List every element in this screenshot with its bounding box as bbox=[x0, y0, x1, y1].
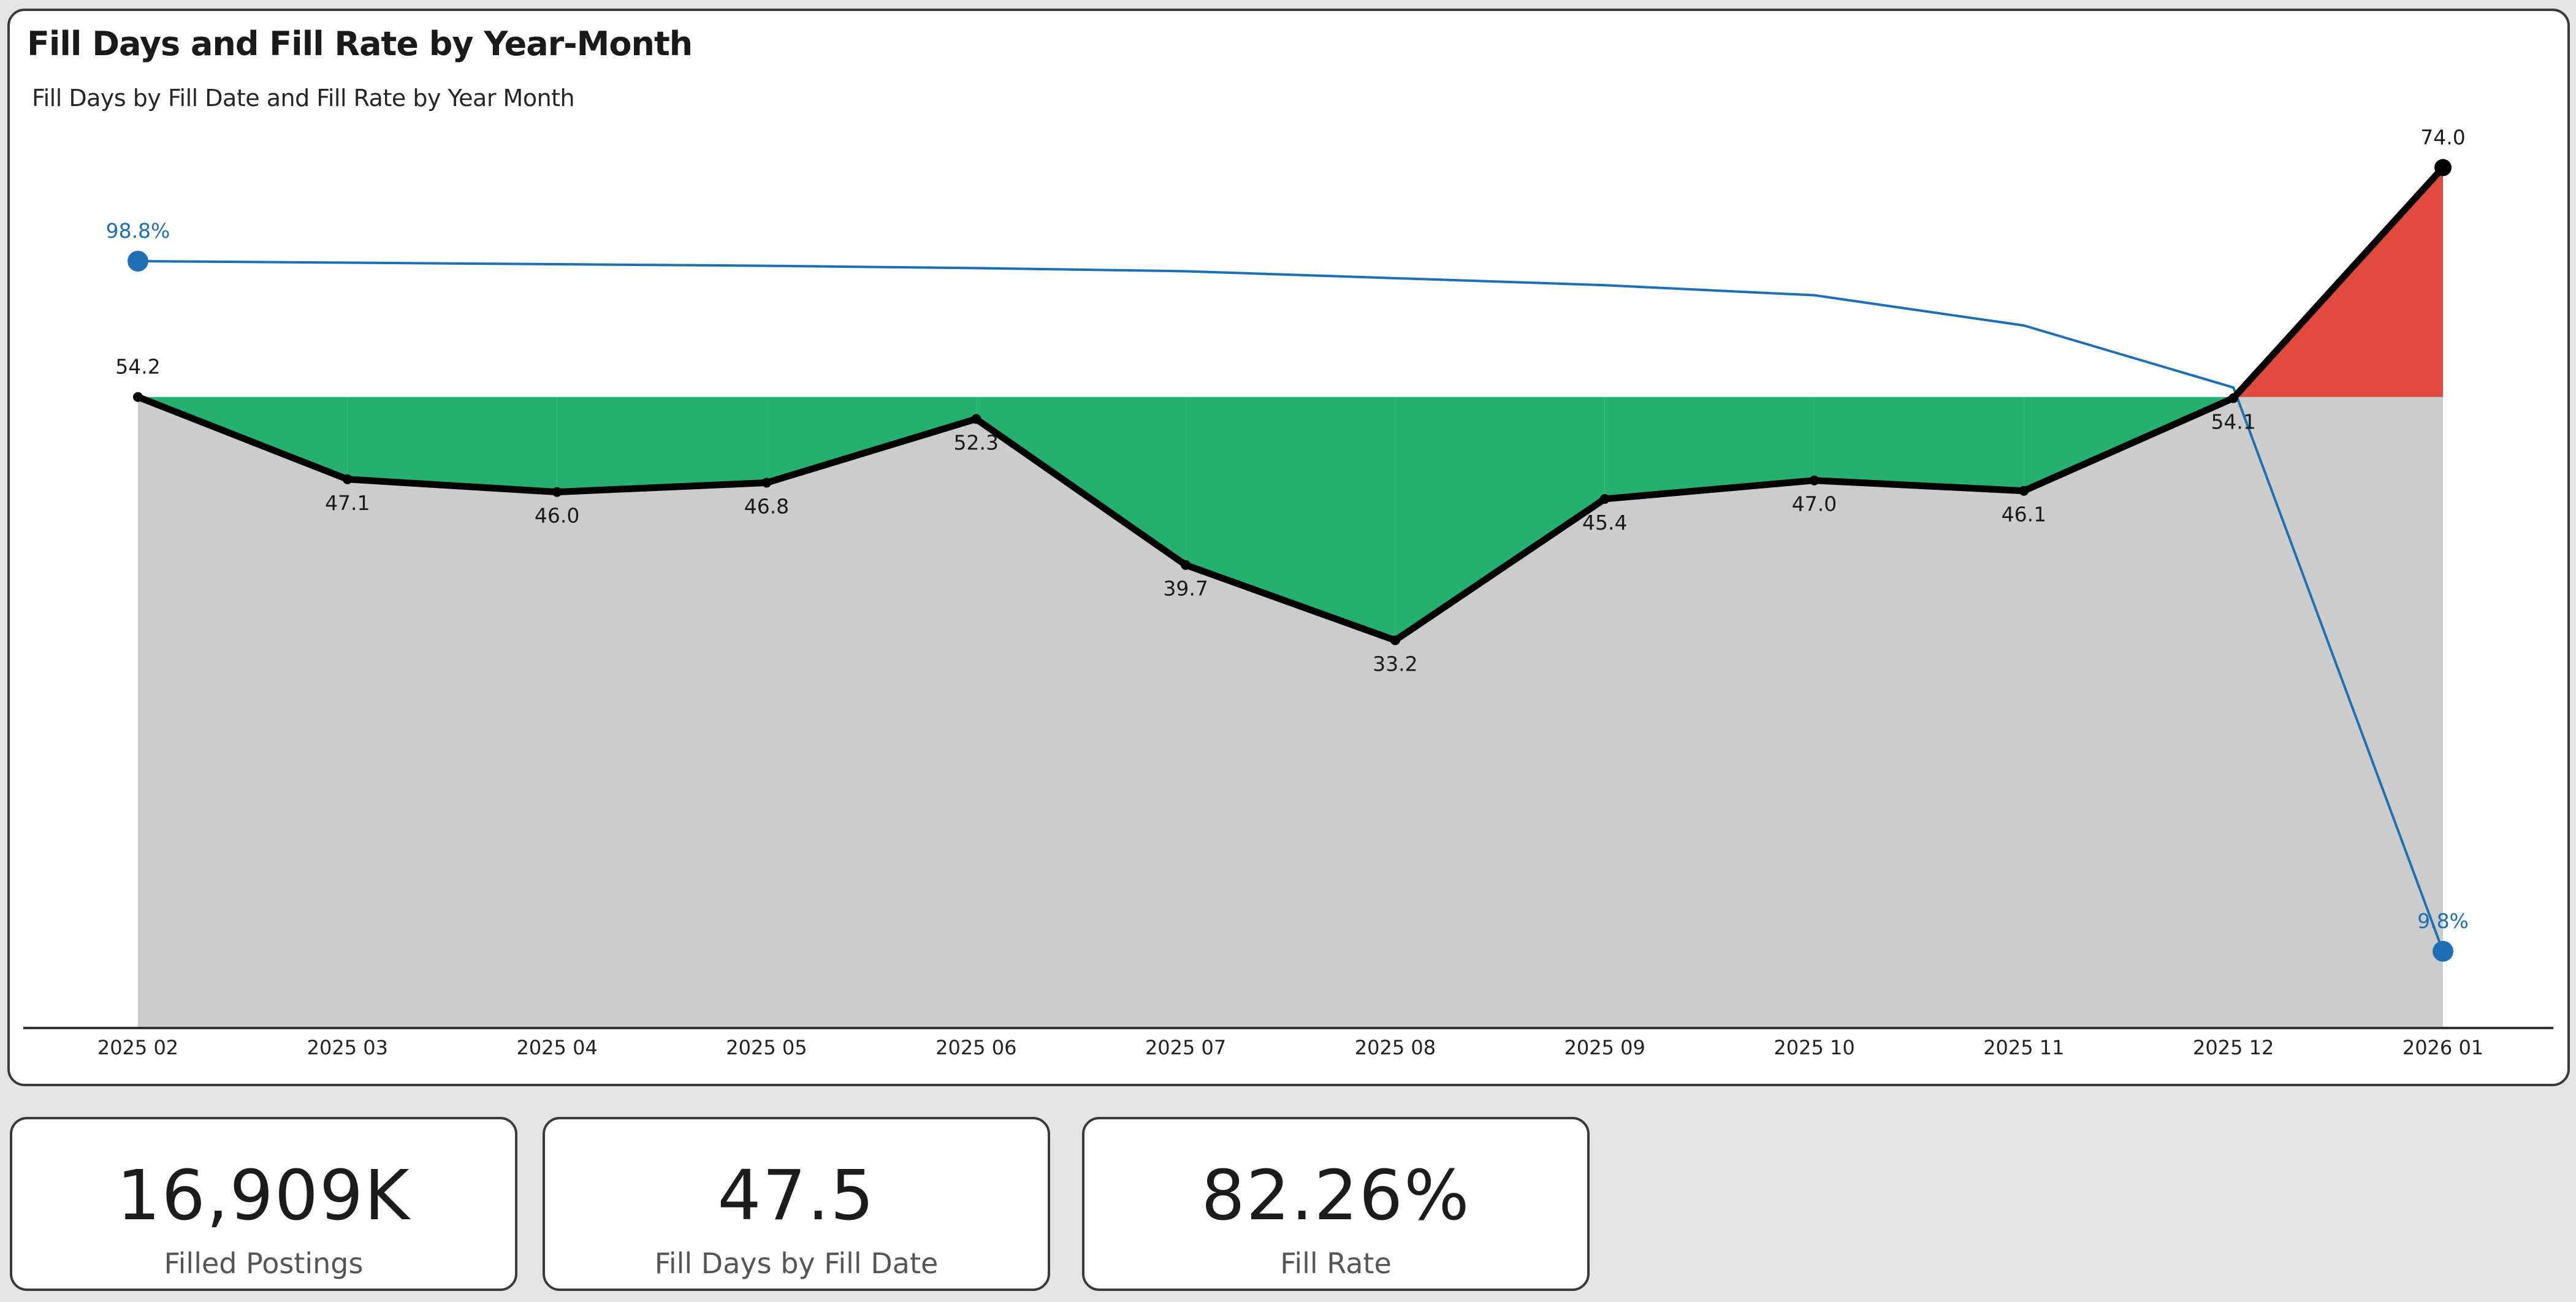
fill-days-label: 46.0 bbox=[535, 504, 579, 528]
chart-title: Fill Days and Fill Rate by Year-Month bbox=[27, 25, 693, 63]
fill-days-label: 46.1 bbox=[2002, 503, 2046, 527]
below-reference-area bbox=[1604, 397, 1815, 499]
fill-days-label: 52.3 bbox=[954, 431, 999, 455]
fill-days-marker bbox=[1809, 475, 1820, 485]
kpi-label: Filled Postings bbox=[164, 1247, 364, 1280]
fill-rate-start-marker bbox=[128, 251, 148, 272]
fill-days-line bbox=[136, 165, 2446, 644]
fill-rate-label: 9.8% bbox=[2417, 909, 2469, 933]
fill-days-label: 33.2 bbox=[1373, 652, 1417, 676]
x-axis-tick-label: 2025 11 bbox=[1983, 1036, 2064, 1059]
fill-days-marker bbox=[1599, 493, 1610, 504]
fill-days-fill-rate-chart: 2025 02 2025 03 2025 04 2025 05 2025 06 2025 … bbox=[23, 125, 2553, 1059]
line-layer bbox=[128, 159, 2453, 962]
x-axis-tick-label: 2025 07 bbox=[1145, 1036, 1226, 1059]
kpi-card-fill-rate[interactable]: 82.26% Fill Rate bbox=[1082, 1117, 1590, 1291]
below-reference-area bbox=[557, 397, 767, 492]
fill-days-marker bbox=[971, 414, 981, 424]
below-reference-area bbox=[1395, 397, 1605, 641]
x-axis-tick-label: 2025 03 bbox=[307, 1036, 388, 1059]
fill-days-label: 47.1 bbox=[325, 491, 370, 515]
fill-days-marker bbox=[761, 478, 772, 488]
fill-days-marker bbox=[2228, 393, 2239, 403]
fill-days-marker bbox=[342, 474, 352, 484]
below-reference-area bbox=[1814, 397, 2024, 491]
x-axis-tick-label: 2025 05 bbox=[726, 1036, 807, 1059]
kpi-value: 82.26% bbox=[1201, 1156, 1471, 1236]
fill-days-label: 54.1 bbox=[2211, 410, 2255, 434]
fill-days-label: 74.0 bbox=[2420, 125, 2465, 149]
area-layer bbox=[138, 167, 2443, 1028]
fill-rate-label: 98.8% bbox=[106, 219, 170, 243]
fill-days-area bbox=[138, 167, 2443, 1028]
fill-days-marker bbox=[2019, 485, 2029, 496]
fill-days-label: 47.0 bbox=[1792, 492, 1837, 516]
below-reference-area bbox=[1186, 397, 1395, 641]
fill-days-marker bbox=[2434, 159, 2452, 177]
x-axis-tick-label: 2025 12 bbox=[2193, 1036, 2274, 1059]
fill-rate-line bbox=[137, 260, 2444, 952]
fill-days-marker bbox=[1181, 560, 1191, 570]
fill-rate-end-marker bbox=[2433, 940, 2453, 962]
below-reference-area bbox=[766, 397, 977, 483]
kpi-value: 47.5 bbox=[717, 1156, 875, 1236]
kpi-value: 16,909K bbox=[116, 1156, 411, 1236]
fill-days-label: 45.4 bbox=[1582, 511, 1627, 535]
data-labels: 54.2 47.1 46.0 46.8 52.3 39.7 33.2 45.4 47.0 46.1… bbox=[106, 125, 2469, 932]
x-axis-tick-label: 2025 08 bbox=[1355, 1036, 1436, 1059]
kpi-card-filled-postings[interactable]: 16,909K Filled Postings bbox=[10, 1117, 517, 1291]
fill-days-marker bbox=[552, 487, 562, 497]
fill-days-label: 54.2 bbox=[115, 355, 160, 379]
fill-days-label: 39.7 bbox=[1163, 577, 1208, 601]
fill-days-marker bbox=[1390, 635, 1400, 645]
x-axis-tick-label: 2025 02 bbox=[97, 1036, 178, 1059]
x-axis-tick-label: 2026 01 bbox=[2403, 1036, 2483, 1059]
x-axis-tick-label: 2025 09 bbox=[1564, 1036, 1645, 1059]
kpi-card-fill-days[interactable]: 47.5 Fill Days by Fill Date bbox=[543, 1117, 1050, 1291]
x-axis: 2025 02 2025 03 2025 04 2025 05 2025 06 2025 … bbox=[23, 1027, 2553, 1059]
fill-days-label: 46.8 bbox=[744, 494, 789, 518]
x-axis-tick-label: 2025 04 bbox=[516, 1036, 597, 1059]
chart-subtitle: Fill Days by Fill Date and Fill Rate by … bbox=[32, 85, 575, 112]
below-reference-area bbox=[347, 397, 557, 492]
kpi-label: Fill Rate bbox=[1280, 1247, 1392, 1280]
kpi-label: Fill Days by Fill Date bbox=[654, 1247, 939, 1280]
x-axis-tick-label: 2025 10 bbox=[1774, 1036, 1854, 1059]
x-axis-tick-label: 2025 06 bbox=[936, 1036, 1016, 1059]
below-reference-area bbox=[976, 397, 1186, 565]
fill-days-marker bbox=[133, 392, 143, 402]
